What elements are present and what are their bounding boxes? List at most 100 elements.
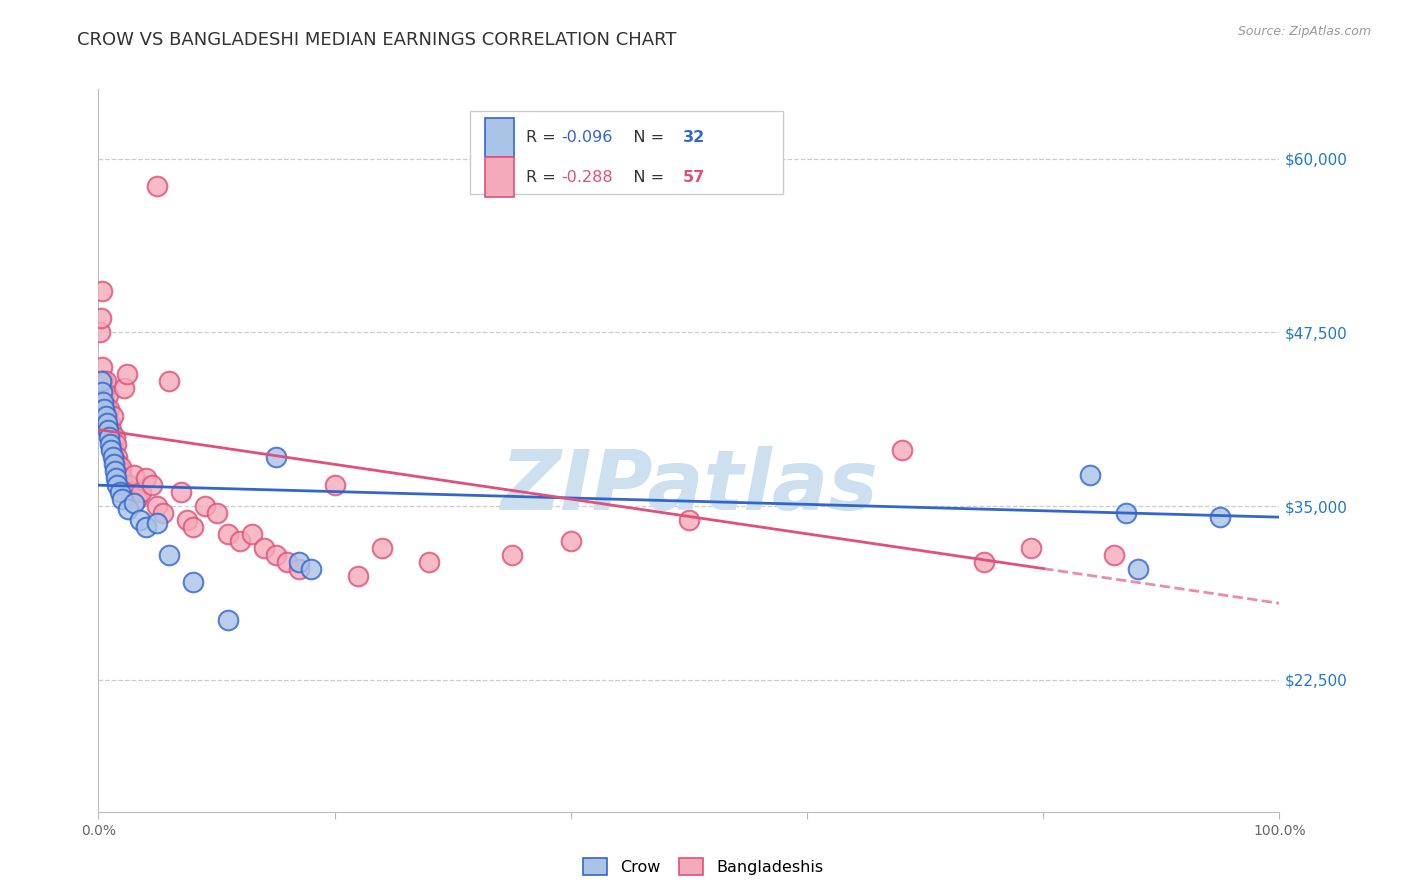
Point — [108, 464, 131, 478]
Point — [98, 401, 121, 416]
Point — [93, 401, 115, 416]
Point — [111, 471, 134, 485]
Point — [101, 409, 124, 423]
Point — [91, 374, 114, 388]
Point — [89, 326, 111, 340]
Point — [890, 443, 912, 458]
Legend: Crow, Bangladeshis: Crow, Bangladeshis — [576, 852, 830, 881]
Text: R =: R = — [526, 169, 561, 185]
Point — [91, 394, 114, 409]
Point — [122, 496, 145, 510]
Point — [111, 492, 134, 507]
Point — [122, 468, 145, 483]
Text: 57: 57 — [683, 169, 706, 185]
Point — [560, 533, 582, 548]
Point — [1126, 561, 1149, 575]
Text: ZIPatlas: ZIPatlas — [501, 446, 877, 527]
Point — [98, 416, 121, 430]
Text: R =: R = — [526, 130, 561, 145]
Point — [129, 485, 152, 500]
Point — [112, 381, 135, 395]
Point — [264, 450, 287, 465]
Text: N =: N = — [619, 130, 669, 145]
Point — [205, 506, 228, 520]
Point — [91, 385, 114, 400]
Text: CROW VS BANGLADESHI MEDIAN EARNINGS CORRELATION CHART: CROW VS BANGLADESHI MEDIAN EARNINGS CORR… — [77, 31, 676, 49]
Point — [97, 423, 120, 437]
Point — [90, 374, 112, 388]
Point — [105, 436, 128, 450]
Point — [96, 401, 118, 416]
Point — [91, 360, 114, 375]
Point — [176, 513, 198, 527]
Point — [678, 513, 700, 527]
Point — [181, 575, 204, 590]
Point — [1209, 510, 1232, 524]
Point — [371, 541, 394, 555]
Point — [253, 541, 276, 555]
Point — [146, 179, 169, 194]
Point — [1021, 541, 1043, 555]
Point — [501, 548, 523, 562]
Text: 32: 32 — [683, 130, 706, 145]
Point — [105, 450, 128, 465]
Point — [170, 485, 193, 500]
FancyBboxPatch shape — [485, 158, 515, 197]
Point — [103, 458, 125, 472]
FancyBboxPatch shape — [485, 118, 515, 157]
Point — [94, 409, 117, 423]
Point — [276, 555, 298, 569]
Point — [1080, 468, 1102, 483]
Point — [194, 499, 217, 513]
Point — [157, 374, 180, 388]
Point — [107, 458, 129, 472]
Point — [288, 555, 311, 569]
Point — [288, 561, 311, 575]
Point — [118, 478, 141, 492]
Point — [115, 367, 138, 381]
Point — [299, 561, 322, 575]
Point — [103, 443, 125, 458]
Point — [135, 520, 157, 534]
Point — [100, 443, 122, 458]
Point — [323, 478, 346, 492]
Text: N =: N = — [619, 169, 669, 185]
Point — [264, 548, 287, 562]
Point — [1115, 506, 1137, 520]
Point — [217, 613, 239, 627]
Point — [91, 284, 114, 298]
Point — [973, 555, 995, 569]
Point — [117, 501, 139, 516]
Point — [157, 548, 180, 562]
Point — [98, 429, 121, 443]
Point — [108, 485, 131, 500]
Text: Source: ZipAtlas.com: Source: ZipAtlas.com — [1237, 25, 1371, 38]
Point — [94, 374, 117, 388]
Point — [105, 471, 128, 485]
Point — [96, 416, 118, 430]
Point — [90, 311, 112, 326]
Point — [98, 436, 121, 450]
Point — [418, 555, 440, 569]
Point — [121, 485, 143, 500]
Point — [135, 471, 157, 485]
FancyBboxPatch shape — [471, 111, 783, 194]
Point — [217, 526, 239, 541]
Point — [127, 492, 149, 507]
Point — [101, 450, 124, 465]
Point — [100, 423, 122, 437]
Point — [104, 464, 127, 478]
Point — [1102, 548, 1125, 562]
Point — [93, 388, 115, 402]
Point — [181, 520, 204, 534]
Point — [146, 516, 169, 530]
Point — [110, 460, 132, 475]
Point — [128, 513, 150, 527]
Point — [105, 478, 128, 492]
Point — [104, 429, 127, 443]
Point — [146, 499, 169, 513]
Point — [141, 478, 163, 492]
Text: -0.096: -0.096 — [561, 130, 613, 145]
Text: -0.288: -0.288 — [561, 169, 613, 185]
Point — [347, 568, 370, 582]
